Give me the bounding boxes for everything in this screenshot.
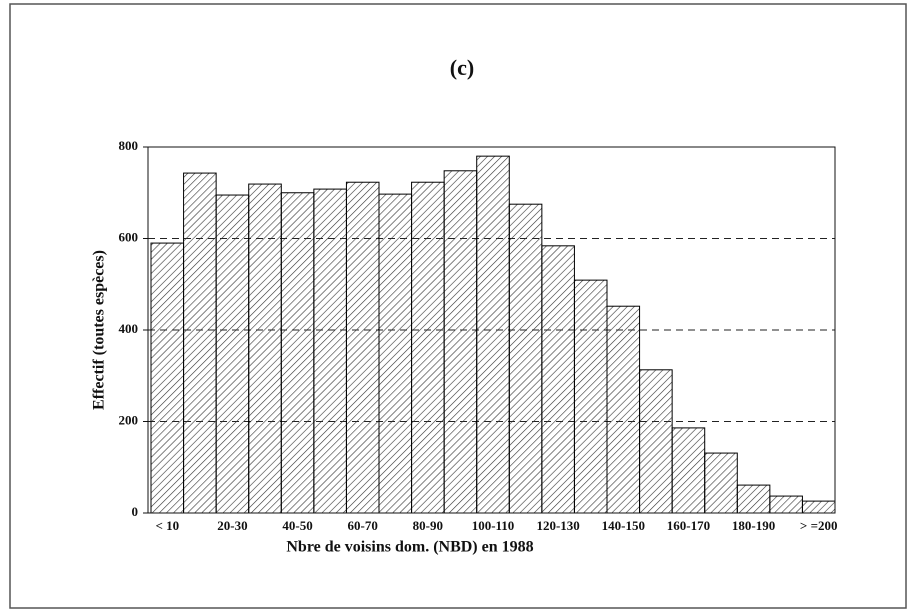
y-tick-label: 200 [119, 412, 139, 427]
bar [801, 500, 836, 514]
bar [280, 192, 315, 514]
x-tick-label: 80-90 [413, 518, 443, 533]
y-tick-label: 400 [119, 321, 139, 336]
figure-frame [9, 3, 907, 609]
bar [150, 242, 185, 514]
x-tick-label: > =200 [800, 518, 838, 533]
x-tick-label: 140-150 [602, 518, 645, 533]
x-tick-label: 40-50 [282, 518, 312, 533]
bar [606, 305, 641, 514]
y-axis-label: Effectif (toutes espèces) [91, 250, 108, 410]
bar [573, 279, 608, 514]
bar [378, 193, 413, 514]
x-tick-label: 160-170 [667, 518, 710, 533]
bar [769, 495, 803, 514]
x-tick-label: 120-130 [536, 518, 579, 533]
bar [345, 181, 380, 514]
y-tick-label: 600 [119, 229, 139, 244]
x-tick-label: 20-30 [217, 518, 247, 533]
y-tick-label: 0 [132, 504, 139, 519]
bar [411, 181, 445, 514]
y-tick-label: 800 [119, 138, 139, 153]
bar [443, 170, 478, 514]
x-axis-label: Nbre de voisins dom. (NBD) en 1988 [286, 539, 533, 556]
bar [671, 427, 706, 514]
bar [183, 172, 217, 514]
chart-title: (c) [450, 55, 474, 80]
bar [736, 484, 771, 514]
bar [704, 452, 738, 514]
bar [508, 203, 543, 514]
plot-frame [147, 146, 836, 514]
x-tick-label: 60-70 [348, 518, 378, 533]
x-tick-label: 100-110 [472, 518, 515, 533]
x-tick-label: 180-190 [732, 518, 775, 533]
x-tick-label: < 10 [155, 518, 179, 533]
bar [313, 188, 347, 514]
bar [248, 183, 282, 514]
bar [215, 194, 250, 514]
bar [476, 155, 510, 514]
bar [541, 245, 575, 514]
bar [639, 369, 673, 514]
